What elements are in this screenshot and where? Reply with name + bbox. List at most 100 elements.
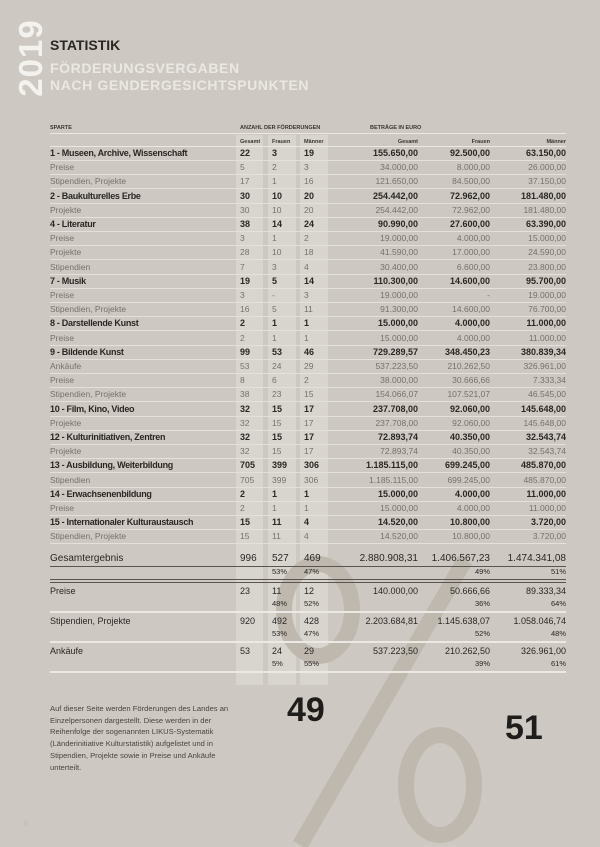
cell-lbl: Projekte	[50, 247, 82, 258]
cell-a1: 1.185.115,00	[365, 460, 418, 471]
cell-c2: 15	[272, 446, 282, 457]
cell-lbl: Stipendien	[50, 474, 91, 485]
cell-c2: 53	[272, 346, 283, 357]
cell-lbl: 10 - Film, Kino, Video	[50, 403, 135, 414]
cell-a3: 63.390,00	[525, 219, 566, 229]
cell-a1: 30.400,00	[380, 261, 418, 272]
summary-cell: 11	[272, 586, 282, 596]
subcategory-row: Preise 3 - 3 19.000,00 - 19.000,00	[50, 289, 566, 303]
cell-c3: 29	[304, 361, 314, 371]
subcategory-row: Projekte 30 10 20 254.442,00 72.962,00 181.480…	[50, 204, 566, 218]
cell-a3: 3.720,00	[532, 531, 566, 542]
cell-a1: 72.893,74	[380, 446, 418, 457]
summary-cell: Gesamtergebnis	[50, 553, 124, 564]
summary-cell: 89.333,34	[525, 586, 566, 596]
cell-c2: 15	[272, 417, 282, 428]
cell-c3: 306	[304, 474, 319, 485]
cell-c1: 22	[240, 148, 251, 158]
cell-c3: 17	[304, 403, 315, 414]
cell-c2: 1	[272, 318, 278, 329]
subcategory-row: Stipendien 7 3 4 30.400,00 6.600,00 23.800,00	[50, 261, 566, 275]
cell-a1: 72.893,74	[377, 432, 418, 442]
subcategory-row: Stipendien, Projekte 38 23 15 154.066,07 107.…	[50, 388, 566, 403]
cell-a1: 19.000,00	[380, 233, 418, 244]
cell-lbl: Preise	[50, 503, 75, 513]
cell-c3: 1	[304, 318, 310, 329]
category-row: 7 - Musik 19 5 14 110.300,00 14.600,00 95.700,…	[50, 275, 566, 289]
cell-lbl: 4 - Literatur	[50, 219, 96, 229]
category-row: 14 - Erwachsenenbildung 2 1 1 15.000,00 4.000…	[50, 488, 566, 502]
cell-c3: 24	[304, 219, 315, 229]
description-text: Auf dieser Seite werden Förderungen des …	[50, 704, 229, 772]
cell-a2: 6.600,00	[456, 261, 490, 272]
cell-c3: 3	[304, 162, 309, 173]
cell-a3: 485.870,00	[523, 474, 566, 485]
cell-lbl: Stipendien, Projekte	[50, 531, 127, 542]
cell-lbl: Ankäufe	[50, 361, 82, 371]
cell-a2: 72.962,00	[449, 190, 490, 201]
cell-a3: 11.000,00	[526, 488, 566, 499]
cell-c3: 3	[304, 290, 309, 300]
cell-a2: 92.060,00	[449, 403, 490, 414]
summary-row: Preise 23 11 12 140.000,00 50.666,66 89.333,34…	[50, 585, 566, 613]
summary-cell: Stipendien, Projekte	[50, 616, 131, 626]
subcategory-row: Projekte 32 15 17 237.708,00 92.060,00 145.648…	[50, 417, 566, 431]
cell-a3: 63.150,00	[525, 148, 566, 158]
cell-a2: 699.245,00	[444, 460, 490, 471]
summary-cell: 12	[304, 586, 315, 596]
percent-cell: 55%	[304, 659, 320, 668]
category-row: 2 - Baukulturelles Erbe 30 10 20 254.442,00 7…	[50, 190, 566, 204]
percent-cell: 5%	[272, 659, 283, 668]
cell-a3: 145.648,00	[523, 417, 566, 428]
cell-lbl: 14 - Erwachsenenbildung	[50, 488, 152, 499]
percent-upper-circle	[276, 556, 360, 664]
cell-c1: 19	[240, 275, 251, 286]
subcategory-row: Preise 3 1 2 19.000,00 4.000,00 15.000,00	[50, 232, 566, 247]
cell-a2: 40.350,00	[449, 432, 490, 442]
cell-c3: 15	[304, 389, 314, 400]
subcategory-row: Ankäufe 53 24 29 537.223,50 210.262,50 326.961…	[50, 360, 566, 374]
subcategory-row: Preise 8 6 2 38.000,00 30.666,66 7.333,34	[50, 374, 566, 389]
cell-a3: 380.839,34	[520, 346, 566, 357]
cell-c3: 19	[304, 148, 315, 158]
cell-lbl: Preise	[50, 290, 75, 300]
cell-c1: 32	[240, 446, 250, 457]
cell-a1: 110.300,00	[373, 275, 418, 286]
cell-c1: 5	[240, 162, 245, 173]
summary-cell: 1.406.567,23	[431, 553, 490, 564]
cell-c1: 2	[240, 318, 246, 329]
summary-cell: 24	[272, 646, 283, 656]
cell-a3: 145.648,00	[520, 403, 566, 414]
category-row: 4 - Literatur 38 14 24 90.990,00 27.600,00 63.…	[50, 218, 566, 232]
cell-c1: 38	[240, 389, 250, 400]
percent-cell: 47%	[304, 567, 320, 576]
cell-a2: 27.600,00	[449, 219, 490, 229]
cell-a3: 19.000,00	[528, 290, 566, 300]
cell-a2: 4.000,00	[454, 488, 490, 499]
sub-betrag-gesamt: Gesamt	[397, 139, 418, 145]
cell-a3: 181.480,00	[520, 190, 566, 201]
cell-a1: 537.223,50	[375, 361, 418, 371]
cell-c3: 16	[304, 176, 314, 187]
cell-c1: 30	[240, 204, 250, 215]
cell-c1: 38	[240, 219, 251, 229]
cell-c3: 20	[304, 204, 314, 215]
cell-c3: 4	[304, 517, 310, 528]
cell-a1: 90.990,00	[377, 219, 418, 229]
percent-slash	[293, 555, 472, 847]
summary-cell: 1.058.046,74	[513, 616, 566, 626]
percent-cell: 48%	[550, 629, 566, 638]
cell-lbl: Stipendien, Projekte	[50, 176, 127, 187]
summary-cell: 920	[240, 616, 256, 626]
page-subtitle-1: FÖRDERUNGSVERGABEN	[50, 60, 240, 76]
cell-a1: 14.520,00	[380, 531, 418, 542]
cell-c3: 306	[304, 460, 320, 471]
cell-lbl: Projekte	[50, 446, 82, 457]
cell-a2: 8.000,00	[456, 162, 490, 173]
cell-a3: 7.333,34	[532, 375, 566, 386]
cell-a3: 37.150,00	[528, 176, 566, 187]
cell-lbl: Stipendien, Projekte	[50, 389, 127, 400]
cell-a3: 32.543,74	[528, 446, 566, 457]
cell-lbl: Preise	[50, 233, 75, 244]
